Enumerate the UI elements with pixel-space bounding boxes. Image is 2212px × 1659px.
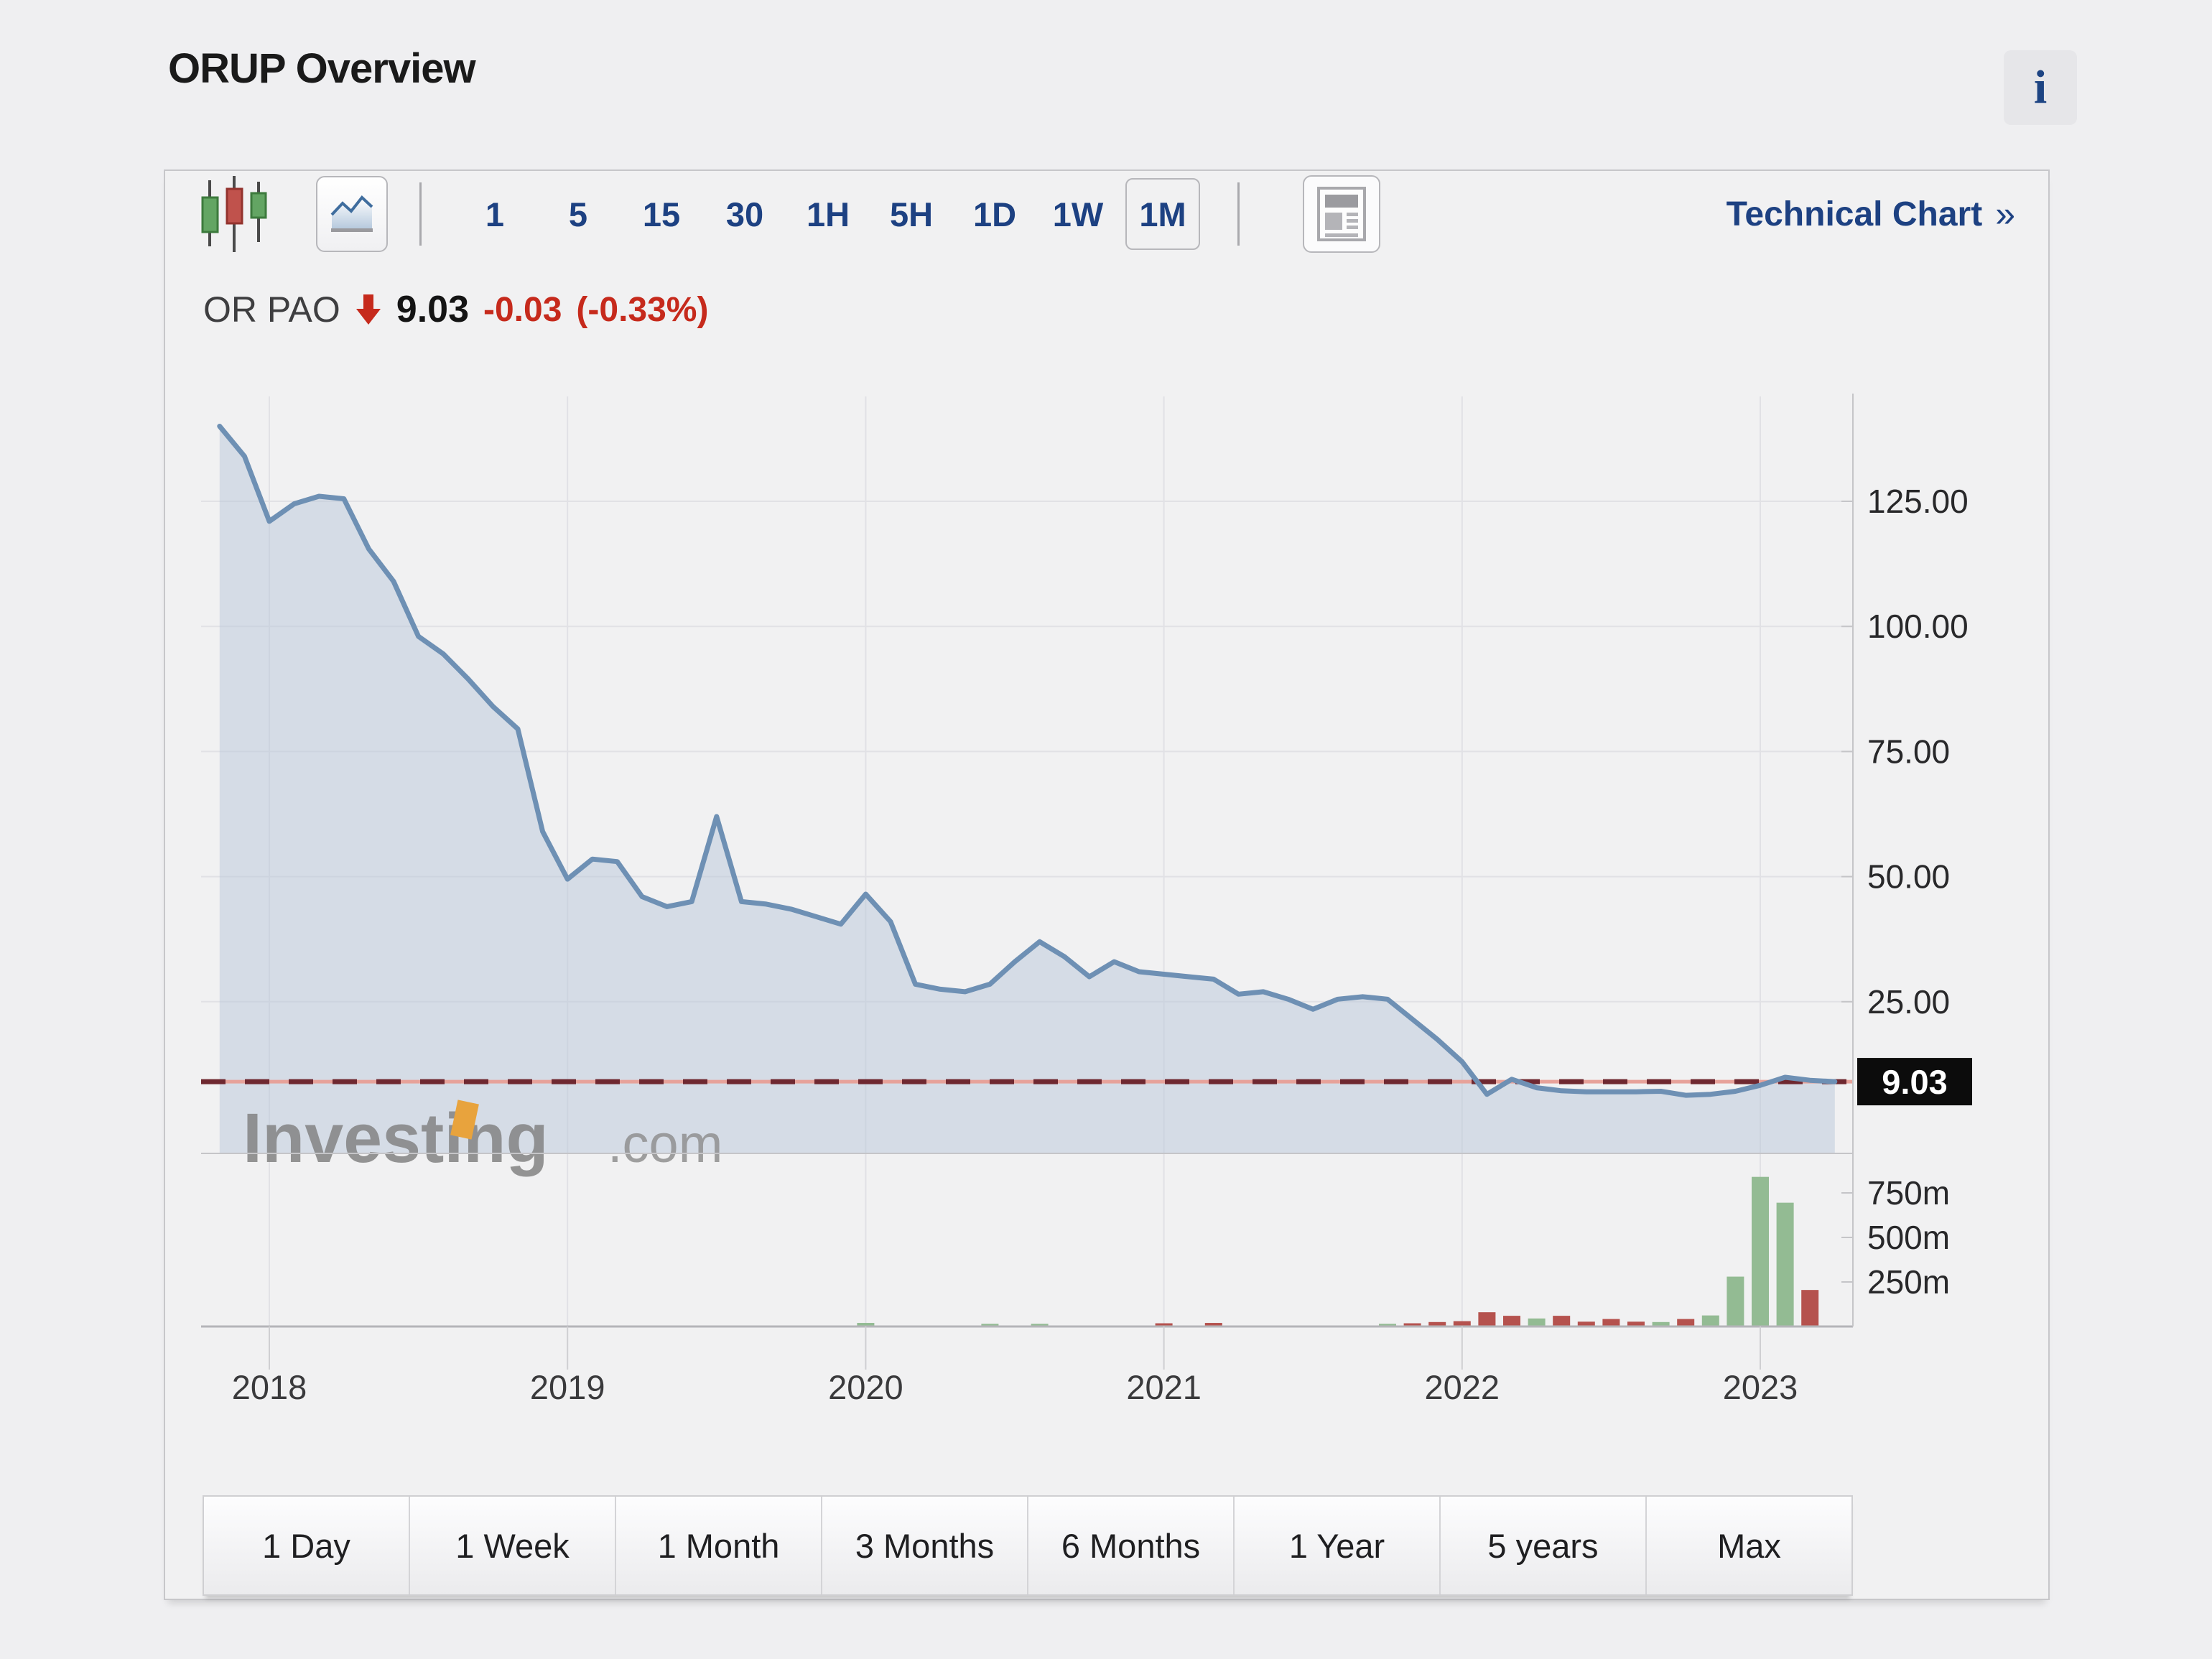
volume-bars [857,1176,1819,1326]
page-title: ORUP Overview [168,45,476,92]
volume-bar [1379,1324,1396,1326]
watermark-accent [450,1100,479,1140]
volume-bar [1602,1319,1620,1326]
area-chart-type-button[interactable] [316,176,388,252]
chart-toolbar: 1 5 15 30 1H 5H 1D 1W 1M Technical Chart » [165,172,2048,256]
watermark-suffix: .com [608,1114,722,1174]
volume-bar [1453,1321,1471,1326]
volume-axis-labels: 750m 500m 250m [1841,1174,1950,1301]
quote-change: -0.03 [483,290,562,329]
volume-tick-label: 750m [1867,1174,1950,1212]
toolbar-divider-2 [1237,182,1240,246]
quote-price: 9.03 [396,289,469,330]
volume-bar [1204,1323,1222,1326]
watermark-text: Investing [243,1099,549,1177]
interval-button-30[interactable]: 30 [725,195,764,233]
interval-button-1M[interactable]: 1M [1125,178,1200,250]
range-button-1-month[interactable]: 1 Month [616,1497,822,1594]
news-icon [1317,187,1366,241]
x-axis-labels: 2018 2019 2020 2021 2022 2023 [232,1326,1798,1406]
volume-bar [1478,1312,1496,1326]
volume-bar [1403,1323,1421,1326]
range-button-5-years[interactable]: 5 years [1441,1497,1647,1594]
technical-chart-link[interactable]: Technical Chart » [1727,193,2015,235]
volume-bar [1503,1316,1520,1326]
price-tick-label: 50.00 [1867,858,1950,896]
quote-change-percent: (-0.33%) [576,290,709,329]
price-tick-label: 75.00 [1867,733,1950,770]
price-axis-labels: 125.00 100.00 75.00 50.00 25.00 [1841,483,1969,1021]
year-tick-label: 2019 [530,1368,605,1406]
interval-button-5H[interactable]: 5H [889,195,934,233]
toolbar-divider [419,182,422,246]
price-badge: 9.03 [1857,1058,1972,1106]
watermark: Investing .com [243,1099,722,1177]
year-tick-label: 2023 [1723,1368,1798,1406]
year-tick-label: 2021 [1126,1368,1202,1406]
interval-button-5[interactable]: 5 [568,195,588,233]
volume-bar [1031,1324,1049,1326]
news-view-button[interactable] [1303,175,1380,253]
volume-bar [1752,1176,1769,1326]
volume-bar [1577,1321,1595,1326]
price-line [217,424,1838,1098]
area-chart-icon [330,195,373,232]
volume-bar [1528,1318,1546,1326]
interval-button-1[interactable]: 1 [485,195,505,233]
volume-bar [1801,1290,1819,1326]
price-area-fill [219,426,1835,1153]
volume-bar [1701,1315,1719,1326]
interval-button-15[interactable]: 15 [642,195,681,233]
price-tick-label: 25.00 [1867,983,1950,1021]
range-button-6-months[interactable]: 6 Months [1028,1497,1235,1594]
range-button-max[interactable]: Max [1647,1497,1851,1594]
technical-chart-label: Technical Chart [1726,195,1983,233]
range-button-1-week[interactable]: 1 Week [410,1497,616,1594]
range-button-bar: 1 Day 1 Week 1 Month 3 Months 6 Months 1 Year… [203,1495,1853,1596]
volume-bar [1553,1316,1571,1326]
quote-row: OR PAO 9.03 -0.03 (-0.33%) [203,286,708,333]
info-button[interactable]: i [2004,50,2077,125]
price-down-arrow-icon [355,293,382,326]
year-tick-label: 2018 [232,1368,307,1406]
range-button-1-year[interactable]: 1 Year [1235,1497,1441,1594]
price-tick-label: 125.00 [1867,483,1969,520]
volume-bar [1155,1323,1173,1326]
volume-bar [1776,1202,1794,1326]
year-tick-label: 2020 [828,1368,903,1406]
volume-bar [1727,1276,1744,1326]
quote-symbol: OR PAO [203,289,340,330]
volume-bar [857,1323,875,1326]
year-tick-label: 2022 [1425,1368,1500,1406]
interval-button-1D[interactable]: 1D [972,195,1017,233]
volume-bar [981,1324,999,1326]
volume-bar [1627,1321,1645,1326]
volume-bar [1677,1319,1695,1326]
double-chevron-right-icon: » [1995,194,2015,234]
interval-button-1H[interactable]: 1H [806,195,850,233]
price-tick-label: 100.00 [1867,608,1969,645]
volume-tick-label: 500m [1867,1219,1950,1256]
price-badge-label: 9.03 [1882,1063,1947,1101]
info-icon: i [2033,61,2048,113]
range-button-1-day[interactable]: 1 Day [204,1497,410,1594]
volume-bar [1652,1321,1670,1326]
volume-tick-label: 250m [1867,1263,1950,1301]
range-button-3-months[interactable]: 3 Months [822,1497,1028,1594]
interval-button-1W[interactable]: 1W [1052,195,1104,233]
volume-bar [1428,1321,1446,1326]
candlestick-chart-icon[interactable] [198,176,270,252]
